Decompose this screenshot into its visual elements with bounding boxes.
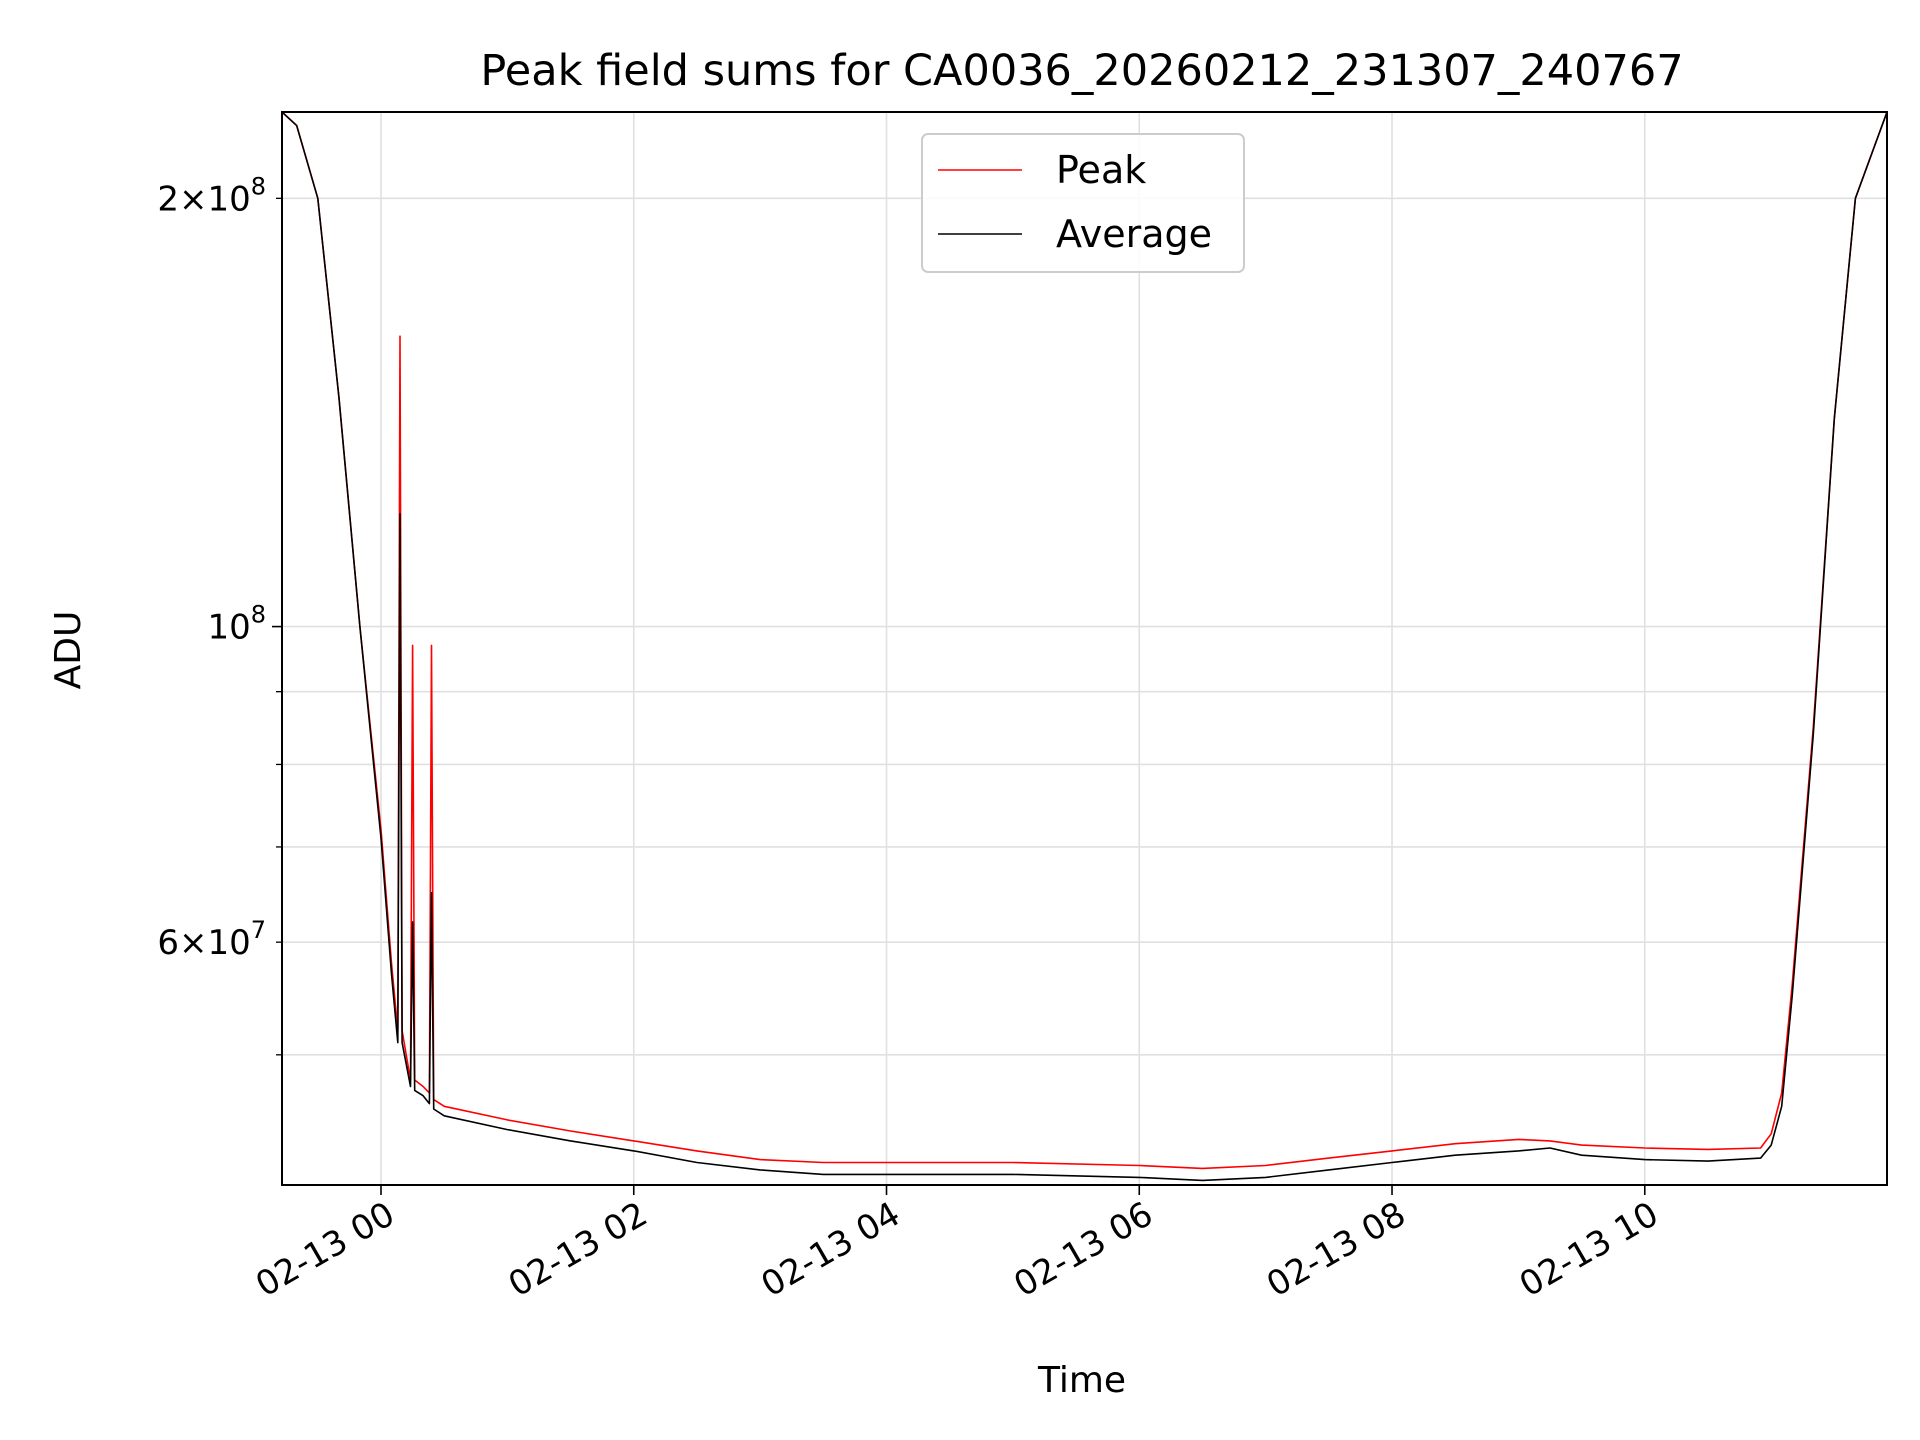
series-layer <box>282 112 1887 1182</box>
y-tick-times: × <box>179 179 208 219</box>
legend-box <box>921 133 1245 273</box>
y-tick-base: 10 <box>207 923 250 963</box>
y-tick-label: 6×107 <box>157 916 266 963</box>
plot-frame <box>281 111 1888 1186</box>
x-axis-title: Time <box>1037 1360 1126 1401</box>
y-tick-exponent: 7 <box>251 916 266 944</box>
y-tick-base: 10 <box>207 608 250 648</box>
legend-label-average: Average <box>1056 212 1212 256</box>
legend: Peak Average <box>921 133 1245 273</box>
y-tick-exponent: 8 <box>251 172 266 200</box>
chart-title: Peak field sums for CA0036_20260212_2313… <box>480 46 1683 96</box>
y-tick-exponent: 8 <box>251 601 266 629</box>
y-tick-mantissa: 6 <box>157 923 179 963</box>
grid <box>282 112 1887 1185</box>
y-tick-base: 10 <box>207 179 250 219</box>
y-tick-mantissa: 2 <box>157 179 179 219</box>
y-axis-title: ADU <box>48 611 89 690</box>
series-line-average <box>282 112 1887 1182</box>
y-tick-label: 2×108 <box>157 172 266 219</box>
legend-label-peak: Peak <box>1056 148 1146 192</box>
y-tick-label: 108 <box>207 601 266 648</box>
y-tick-times: × <box>179 923 208 963</box>
